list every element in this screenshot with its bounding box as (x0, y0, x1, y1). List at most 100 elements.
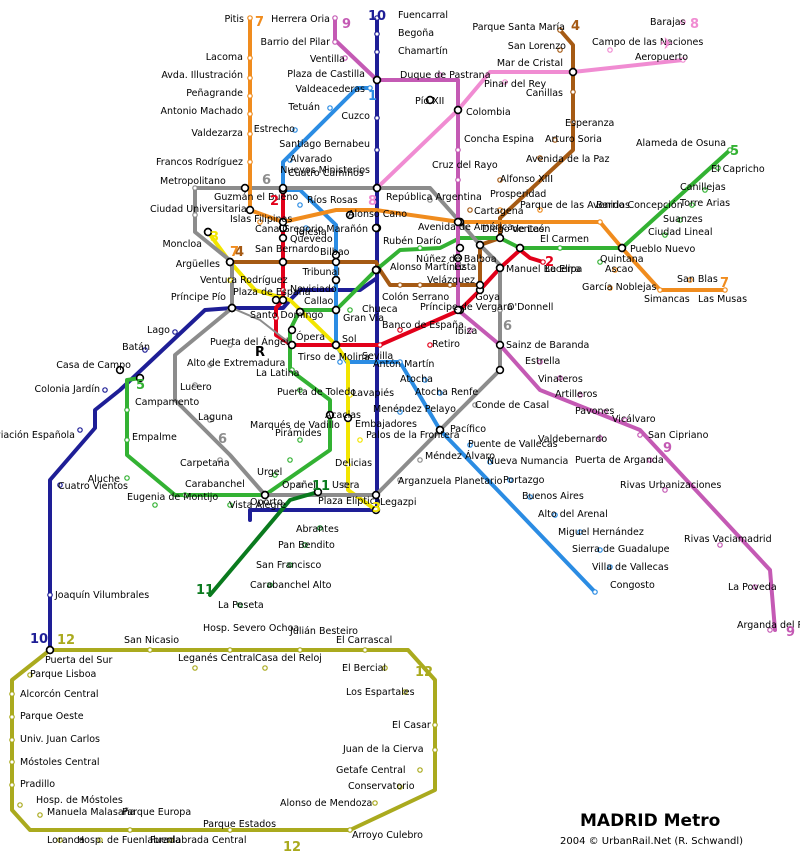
station-marker-plaza-de-castilla-l9 (372, 75, 382, 85)
station-label-puente-de-vallecas: Puente de Vallecas (468, 439, 558, 450)
station-label-sainz-de-baranda: Sainz de Baranda (506, 340, 589, 351)
station-label-valdezarza: Valdezarza (191, 128, 243, 139)
station-label-lista: Lista (454, 262, 476, 273)
station-label-urgel: Urgel (257, 467, 282, 478)
station-marker-principe-pio-ramal (227, 303, 237, 313)
station-label-joaquin-vilumbrales: Joaquín Vilumbrales (54, 590, 149, 601)
station-labels: Fuencarral Begoña Chamartín Plaza de Castil… (0, 10, 800, 846)
station-label-leganes-central: Leganés Central (178, 653, 255, 664)
station-label-campo-de-las-naciones: Campo de las Naciones (592, 37, 703, 48)
station-marker-santiago-bernabeu-l10 (374, 147, 380, 153)
station-marker-ciudad-universitaria-l6 (192, 212, 198, 218)
station-marker-parque-de-las-avenidas-l7 (537, 207, 543, 213)
station-marker-empalme-l5 (124, 437, 130, 443)
station-marker-o-donnell-l6 (497, 307, 503, 313)
station-marker-quintana-l5 (597, 259, 603, 265)
station-marker-canillas-l4 (570, 89, 576, 95)
station-marker-villa-de-vallecas-l1 (607, 564, 613, 570)
station-label-alonso-cano: Alonso Cano (348, 209, 407, 220)
station-label-puerta-del-angel: Puerta del Ángel (210, 336, 288, 348)
station-label-parque-europa: Parque Europa (122, 807, 191, 818)
station-label-san-nicasio: San Nicasio (124, 635, 179, 646)
line-number-l7-0: 7 (255, 15, 264, 30)
station-marker-fuencarral-l10 (374, 15, 380, 21)
line-l1-route (281, 86, 597, 594)
station-marker-pavones-l9 (602, 409, 608, 415)
line-number-l9-1: 9 (663, 441, 672, 456)
station-marker-san-lorenzo-l4 (557, 47, 563, 53)
line-number-l6-1: 6 (503, 319, 512, 334)
station-label-alameda-de-osuna: Alameda de Osuna (636, 138, 726, 149)
station-marker-campo-de-las-naciones-l8 (607, 47, 613, 53)
station-marker-atocha-renfe-l1 (437, 390, 443, 396)
station-label-iglesia: Iglesia (296, 227, 327, 238)
station-marker-marques-de-vadillo-l5 (287, 457, 293, 463)
line-number-l4-1: 4 (235, 245, 244, 260)
station-label-arganda-del-rey: Arganda del Rey (737, 620, 800, 631)
station-label-vinateros: Vinateros (538, 374, 583, 385)
station-marker-alonso-martinez-l5 (371, 265, 381, 275)
station-label-avda-illustracion: Avda. Illustración (161, 70, 243, 81)
station-marker-acacias-l5 (325, 410, 335, 420)
station-label-esperanza: Esperanza (565, 118, 614, 129)
station-label-la-latina: La Latina (256, 368, 299, 379)
map-credit: 2004 © UrbanRail.Net (R. Schwandl) (560, 836, 743, 847)
line-l8-route (375, 58, 685, 190)
station-marker-pacifico-l6 (435, 425, 445, 435)
airplane-icon: ✈ (660, 34, 673, 53)
station-label-cartagena: Cartagena (474, 206, 524, 217)
station-marker-oporto-l6 (260, 490, 270, 500)
line-number-l5-1: 5 (136, 378, 145, 393)
station-label-casa-de-campo: Casa de Campo (56, 360, 131, 371)
line-number-l12-0: 12 (57, 633, 75, 648)
station-marker-barrio-concepcion-l7 (597, 219, 603, 225)
station-marker-diego-de-leon-l6 (475, 240, 485, 250)
station-label-opanel: Opañel (282, 480, 316, 491)
station-label-colonia-jardin: Colonia Jardín (35, 384, 100, 395)
station-label-lucero: Lucero (180, 382, 212, 393)
station-marker-la-latina-l5 (289, 367, 295, 373)
station-label-hosp-severo-ochoa: Hosp. Severo Ochoa (203, 623, 299, 634)
station-label-laguna: Laguna (198, 412, 233, 423)
station-label-antonio-machado: Antonio Machado (161, 106, 244, 117)
station-marker-legazpi-l6 (371, 490, 381, 500)
line-number-l11-1: 11 (196, 583, 214, 598)
station-label-carabanchel: Carabanchel (185, 479, 245, 490)
station-marker-pueblo-nuevo-l7 (617, 243, 627, 253)
station-marker-urgel-l5 (272, 472, 278, 478)
station-label-portazgo: Portazgo (503, 475, 545, 486)
station-label-parque-de-las-avenidas: Parque de las Avenidas (520, 200, 630, 211)
station-marker-alfonso-xiii-l4 (497, 177, 503, 183)
station-marker-callao-l5 (295, 307, 305, 317)
line-number-l12-2: 12 (283, 840, 301, 855)
station-marker-eugenia-de-montijo-l5 (152, 502, 158, 508)
station-marker-tetuan-l1 (327, 105, 333, 111)
station-marker-mendez-alvaro-l6 (417, 457, 423, 463)
station-label-ciudad-lineal: Ciudad Lineal (648, 227, 712, 238)
station-marker-opera-ramal (287, 340, 297, 350)
station-marker-congosto-l1 (592, 589, 598, 595)
station-marker-usera-l6 (342, 482, 348, 488)
line-number-l1-0: 1 (368, 89, 377, 104)
station-marker-francos-rodriguez-l7 (247, 159, 253, 165)
line-number-l9-2: 9 (786, 625, 795, 640)
station-marker-gregorio-maranon-l7 (371, 223, 381, 233)
line-number-l3-1: 3 (210, 230, 219, 245)
station-marker-puerta-del-sur-l12 (45, 645, 55, 655)
station-label-conde-de-casal: Conde de Casal (475, 400, 549, 411)
station-label-conservatorio: Conservatorio (348, 781, 415, 792)
station-marker-aluche-l5 (124, 475, 130, 481)
line-ramal-route (231, 307, 293, 346)
station-label-cruz-del-rayo: Cruz del Rayo (432, 160, 498, 171)
station-label-alvarado: Alvarado (290, 154, 332, 165)
station-label-menendez-pelayo: Menéndez Pelayo (373, 404, 456, 415)
station-label-chamartin: Chamartín (398, 46, 448, 57)
station-label-herrera-oria: Herrera Oria (271, 14, 330, 25)
station-label-santo-domingo: Santo Domingo (250, 310, 324, 321)
station-label-la-elipa: La Elipa (545, 264, 582, 275)
station-marker-lago-l10 (172, 329, 178, 335)
station-label-principe-pio: Príncipe Pío (171, 292, 226, 303)
station-marker-sol-l3 (331, 340, 341, 350)
station-label-plaza-eliptica: Plaza Elíptica (318, 496, 381, 507)
station-marker-republica-argentina-l6 (427, 197, 433, 203)
